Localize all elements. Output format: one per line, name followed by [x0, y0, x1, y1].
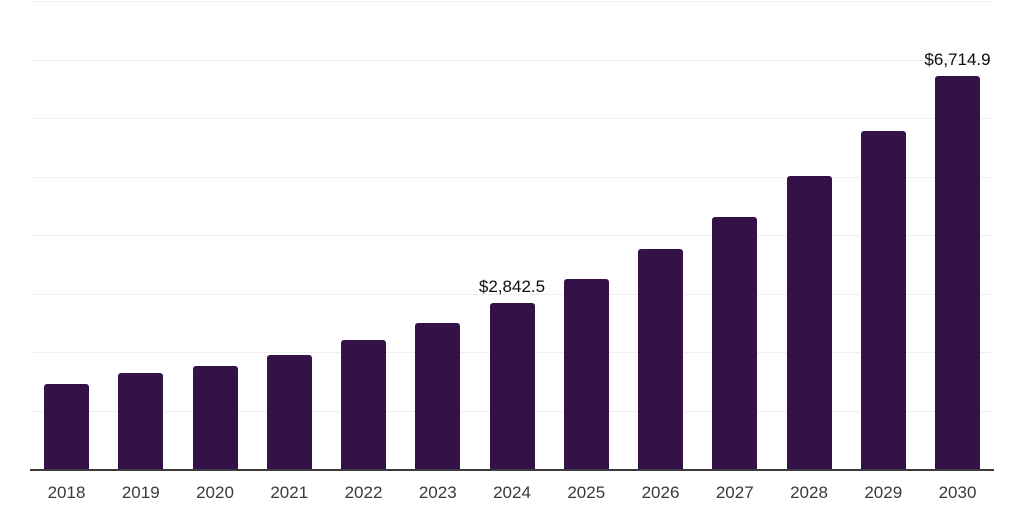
- x-axis-label-2025: 2025: [567, 483, 606, 502]
- bar-2030[interactable]: [935, 76, 980, 469]
- bar-2024[interactable]: [489, 302, 535, 469]
- bar-2020[interactable]: [192, 365, 238, 469]
- bar-value-label-2024: $2,842.5: [478, 276, 546, 296]
- gridline: [30, 293, 994, 295]
- x-axis-label-2020: 2020: [196, 483, 234, 502]
- x-axis-label-2024: 2024: [493, 483, 531, 502]
- x-axis-line: [30, 469, 994, 471]
- plot-area: $2,842.5 $6,714.9: [30, 1, 994, 471]
- bar-2025[interactable]: [563, 278, 609, 469]
- gridline: [30, 1, 994, 2]
- gridline: [30, 59, 994, 61]
- x-axis-label-2018: 2018: [47, 483, 86, 502]
- gridline: [30, 118, 994, 119]
- x-axis-label-2022: 2022: [344, 483, 383, 502]
- bar-2029[interactable]: [860, 130, 906, 469]
- gridline: [30, 176, 994, 178]
- x-axis-label-2029: 2029: [864, 483, 903, 502]
- x-axis-label-2023: 2023: [418, 483, 457, 502]
- bar-value-label-2030: $6,714.9: [924, 50, 991, 70]
- bar-2028[interactable]: [786, 175, 832, 469]
- x-axis-label-2027: 2027: [715, 483, 754, 502]
- x-axis-label-2028: 2028: [790, 483, 828, 502]
- bar-2019[interactable]: [118, 373, 164, 469]
- x-axis-label-2030: 2030: [938, 483, 977, 502]
- gridline: [30, 235, 994, 236]
- bar-2026[interactable]: [638, 249, 683, 469]
- x-axis-label-2026: 2026: [641, 483, 680, 502]
- x-axis-label-2019: 2019: [121, 483, 160, 502]
- bar-2018[interactable]: [44, 383, 89, 469]
- bar-2022[interactable]: [341, 340, 386, 469]
- bar-2027[interactable]: [712, 217, 758, 469]
- x-axis-label-2021: 2021: [270, 483, 309, 502]
- bar-2021[interactable]: [266, 354, 312, 469]
- bar-2023[interactable]: [415, 323, 461, 469]
